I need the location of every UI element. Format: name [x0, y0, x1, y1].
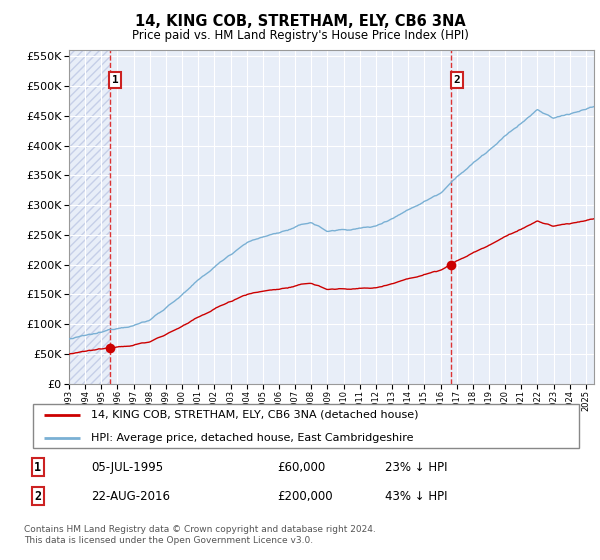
Text: 1: 1: [34, 460, 41, 474]
Text: 2: 2: [34, 489, 41, 503]
Text: 05-JUL-1995: 05-JUL-1995: [91, 460, 163, 474]
Text: 1: 1: [112, 75, 119, 85]
Text: Contains HM Land Registry data © Crown copyright and database right 2024.
This d: Contains HM Land Registry data © Crown c…: [24, 525, 376, 545]
Text: 43% ↓ HPI: 43% ↓ HPI: [385, 489, 447, 503]
Text: 14, KING COB, STRETHAM, ELY, CB6 3NA: 14, KING COB, STRETHAM, ELY, CB6 3NA: [134, 14, 466, 29]
Text: £60,000: £60,000: [277, 460, 326, 474]
Text: 2: 2: [453, 75, 460, 85]
Text: 22-AUG-2016: 22-AUG-2016: [91, 489, 170, 503]
Text: £200,000: £200,000: [277, 489, 333, 503]
Text: 23% ↓ HPI: 23% ↓ HPI: [385, 460, 447, 474]
Text: Price paid vs. HM Land Registry's House Price Index (HPI): Price paid vs. HM Land Registry's House …: [131, 29, 469, 42]
Text: HPI: Average price, detached house, East Cambridgeshire: HPI: Average price, detached house, East…: [91, 433, 413, 444]
Text: 14, KING COB, STRETHAM, ELY, CB6 3NA (detached house): 14, KING COB, STRETHAM, ELY, CB6 3NA (de…: [91, 410, 418, 420]
Bar: [69, 50, 110, 384]
